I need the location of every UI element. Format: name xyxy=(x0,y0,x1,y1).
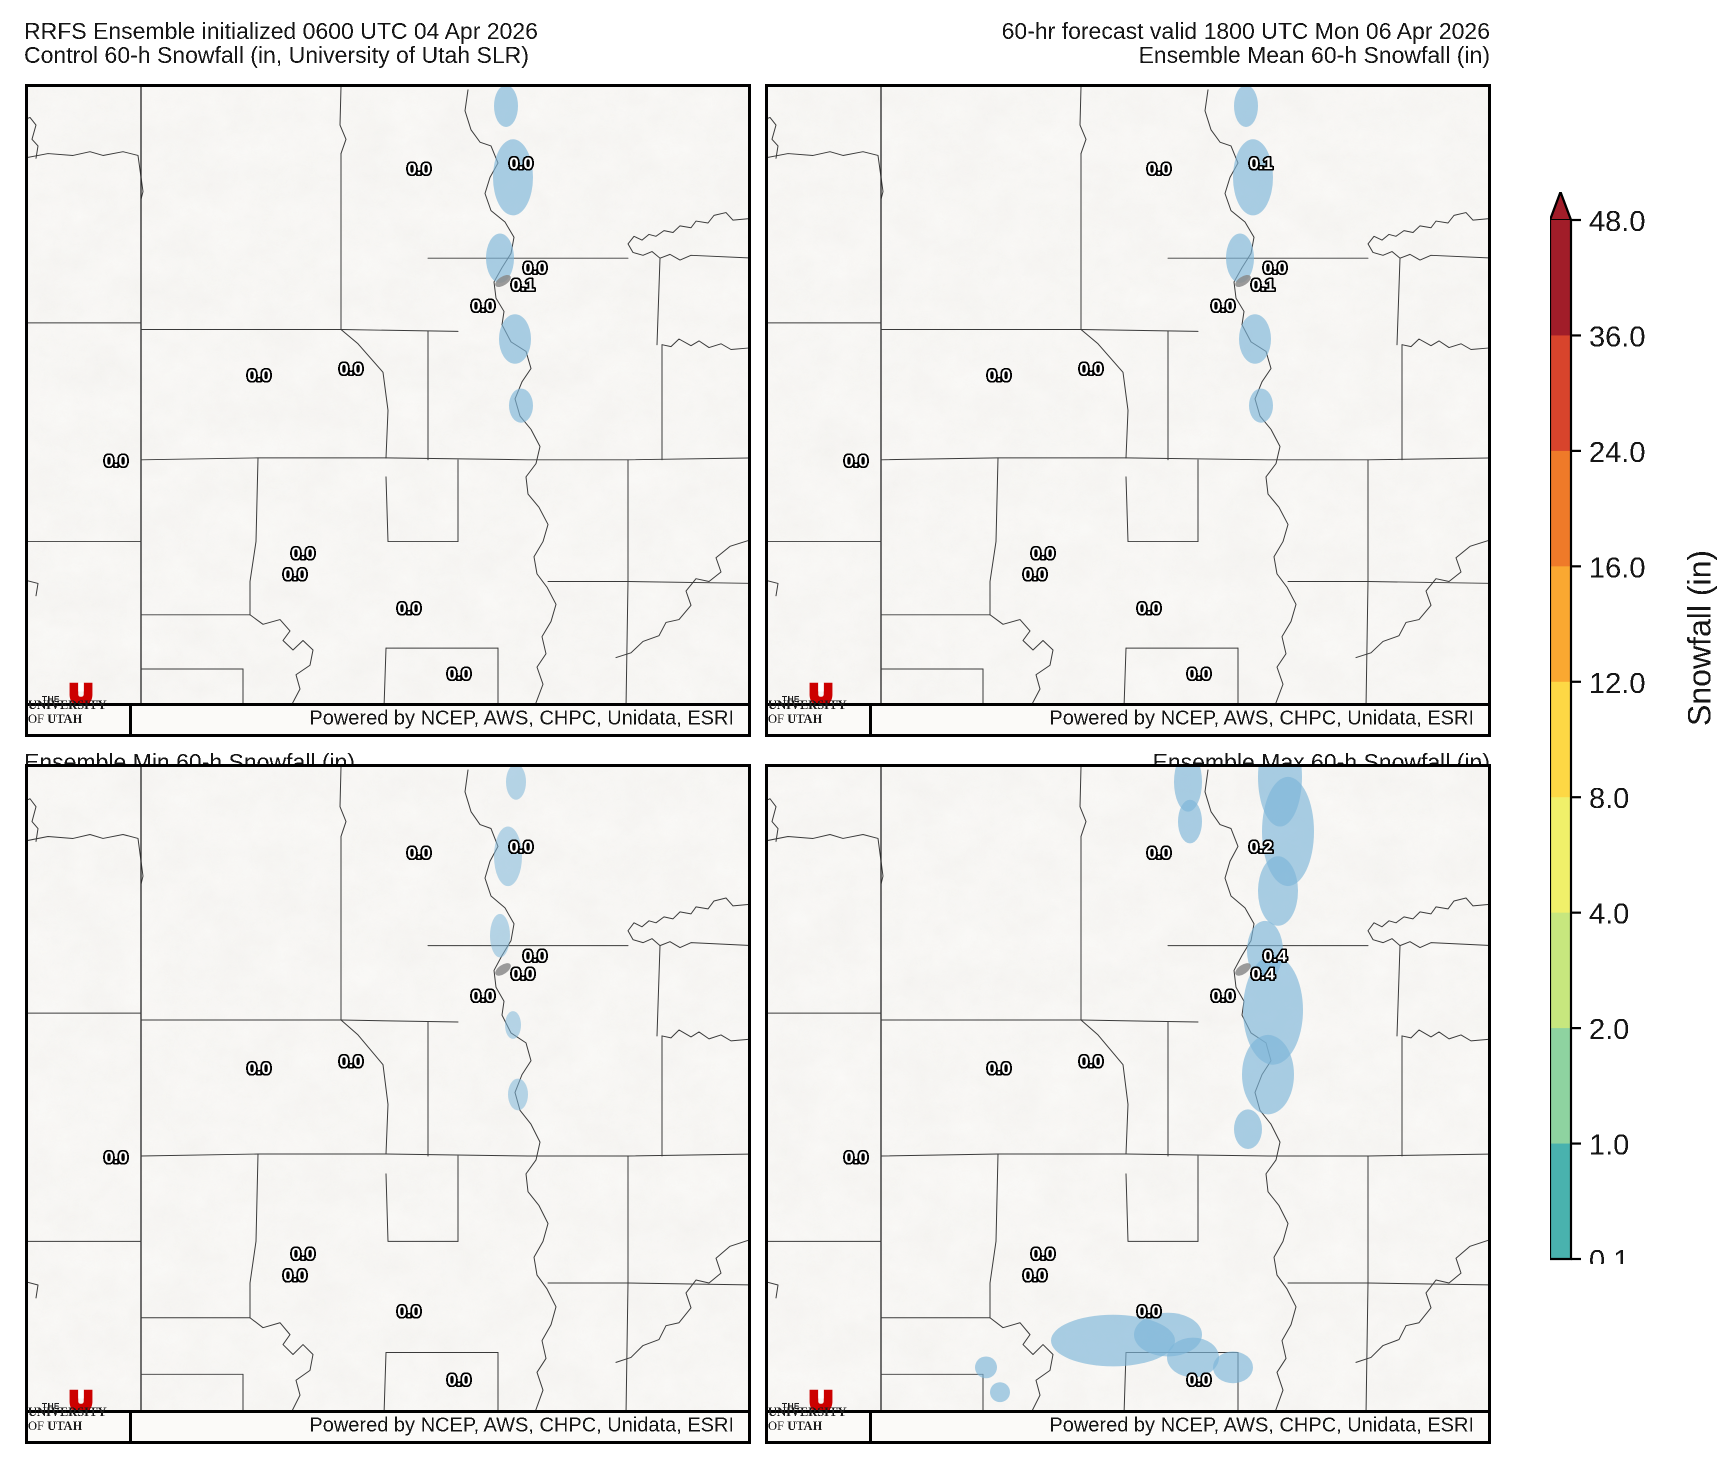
svg-text:0.0: 0.0 xyxy=(987,366,1011,385)
svg-text:0.0: 0.0 xyxy=(844,1148,868,1167)
svg-text:0.0: 0.0 xyxy=(1211,986,1235,1005)
svg-text:0.0: 0.0 xyxy=(523,947,547,966)
svg-text:0.4: 0.4 xyxy=(1263,947,1287,966)
svg-text:0.0: 0.0 xyxy=(104,1148,128,1167)
svg-text:0.1: 0.1 xyxy=(511,276,535,295)
svg-text:12.0: 12.0 xyxy=(1589,668,1645,700)
svg-text:0.0: 0.0 xyxy=(283,565,307,584)
svg-text:0.0: 0.0 xyxy=(1137,1302,1161,1321)
svg-text:0.0: 0.0 xyxy=(1263,259,1287,278)
svg-text:0.0: 0.0 xyxy=(247,1059,271,1078)
svg-text:0.4: 0.4 xyxy=(1251,965,1275,984)
svg-text:0.0: 0.0 xyxy=(397,1302,421,1321)
svg-text:0.0: 0.0 xyxy=(291,544,315,563)
svg-text:0.0: 0.0 xyxy=(511,965,535,984)
svg-text:0.0: 0.0 xyxy=(1079,360,1103,379)
svg-text:0.0: 0.0 xyxy=(1023,1266,1047,1285)
svg-text:0.0: 0.0 xyxy=(1031,1244,1055,1263)
svg-text:0.1: 0.1 xyxy=(1249,154,1273,173)
svg-text:0.0: 0.0 xyxy=(447,665,471,684)
svg-text:1.0: 1.0 xyxy=(1589,1130,1629,1162)
svg-text:0.0: 0.0 xyxy=(1187,665,1211,684)
svg-text:0.1: 0.1 xyxy=(1589,1245,1629,1264)
svg-text:0.1: 0.1 xyxy=(1251,276,1275,295)
svg-text:0.0: 0.0 xyxy=(1079,1052,1103,1071)
svg-text:36.0: 36.0 xyxy=(1589,321,1645,353)
svg-text:0.0: 0.0 xyxy=(247,366,271,385)
svg-text:0.0: 0.0 xyxy=(339,1052,363,1071)
svg-text:16.0: 16.0 xyxy=(1589,552,1645,584)
svg-text:0.0: 0.0 xyxy=(509,838,533,857)
svg-text:24.0: 24.0 xyxy=(1589,437,1645,469)
svg-text:0.0: 0.0 xyxy=(397,599,421,618)
svg-text:4.0: 4.0 xyxy=(1589,899,1629,931)
svg-text:0.0: 0.0 xyxy=(407,160,431,179)
svg-text:0.0: 0.0 xyxy=(1023,565,1047,584)
svg-text:0.0: 0.0 xyxy=(447,1370,471,1389)
svg-text:2.0: 2.0 xyxy=(1589,1014,1629,1046)
svg-text:0.0: 0.0 xyxy=(283,1266,307,1285)
svg-text:0.0: 0.0 xyxy=(1187,1370,1211,1389)
svg-text:0.0: 0.0 xyxy=(1031,544,1055,563)
svg-text:0.0: 0.0 xyxy=(291,1244,315,1263)
svg-text:0.0: 0.0 xyxy=(1147,160,1171,179)
svg-text:48.0: 48.0 xyxy=(1589,206,1645,238)
svg-text:0.0: 0.0 xyxy=(987,1059,1011,1078)
svg-text:0.2: 0.2 xyxy=(1249,838,1273,857)
svg-text:0.0: 0.0 xyxy=(471,986,495,1005)
svg-text:0.0: 0.0 xyxy=(339,360,363,379)
svg-text:0.0: 0.0 xyxy=(471,297,495,316)
svg-text:0.0: 0.0 xyxy=(1147,844,1171,863)
svg-text:0.0: 0.0 xyxy=(1211,297,1235,316)
svg-text:0.0: 0.0 xyxy=(407,844,431,863)
svg-text:0.0: 0.0 xyxy=(104,452,128,471)
svg-text:0.0: 0.0 xyxy=(523,259,547,278)
svg-text:0.0: 0.0 xyxy=(509,154,533,173)
svg-text:0.0: 0.0 xyxy=(844,452,868,471)
svg-text:8.0: 8.0 xyxy=(1589,783,1629,815)
svg-text:0.0: 0.0 xyxy=(1137,599,1161,618)
